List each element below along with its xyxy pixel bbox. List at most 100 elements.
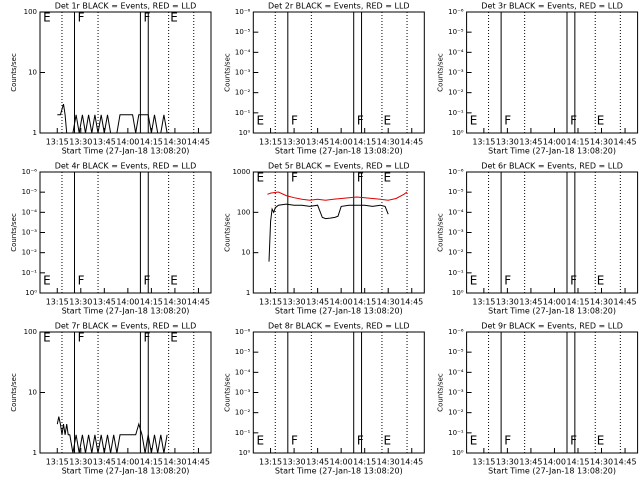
y-tick-label: 10⁻⁴ bbox=[448, 48, 464, 56]
y-tick-label: 10⁻⁵ bbox=[448, 28, 464, 36]
x-tick-label: 13:15 bbox=[46, 458, 69, 467]
x-tick-label: 13:30 bbox=[69, 298, 92, 307]
x-tick-label: 13:30 bbox=[283, 458, 306, 467]
x-axis-label: Start Time (27-Jan-18 13:08:20) bbox=[62, 467, 190, 476]
y-tick-label: 10⁰ bbox=[452, 289, 464, 297]
x-tick-label: 13:15 bbox=[46, 298, 69, 307]
x-tick-label: 14:00 bbox=[330, 138, 353, 147]
x-tick-label: 13:15 bbox=[259, 458, 282, 467]
event-annotation: E bbox=[256, 114, 264, 128]
x-tick-label: 13:15 bbox=[472, 458, 495, 467]
x-tick-label: 14:15 bbox=[353, 298, 376, 307]
event-annotation: F bbox=[291, 171, 298, 185]
y-axis-label: Counts/sec bbox=[437, 373, 445, 412]
y-tick-label: 10⁻⁶ bbox=[235, 328, 251, 336]
event-annotation: E bbox=[170, 331, 178, 345]
event-annotation: E bbox=[256, 171, 264, 185]
y-tick-label: 100 bbox=[24, 328, 37, 336]
event-annotation: F bbox=[570, 274, 577, 288]
plot-frame bbox=[39, 331, 212, 454]
x-tick-label: 13:45 bbox=[93, 138, 116, 147]
x-tick-label: 13:30 bbox=[496, 458, 519, 467]
x-tick-label: 14:30 bbox=[590, 458, 613, 467]
y-tick-label: 10⁻¹ bbox=[235, 429, 251, 437]
event-annotation: E bbox=[597, 274, 605, 288]
x-tick-label: 13:45 bbox=[306, 138, 329, 147]
y-axis-label: Counts/sec bbox=[223, 373, 231, 412]
y-tick-label: 10⁻⁴ bbox=[448, 368, 464, 376]
y-tick-label: 1 bbox=[246, 289, 250, 297]
x-tick-label: 13:30 bbox=[283, 138, 306, 147]
data-line bbox=[57, 103, 168, 134]
x-tick-label: 14:15 bbox=[140, 458, 163, 467]
y-tick-label: 10⁻¹ bbox=[235, 109, 251, 117]
plot-frame bbox=[39, 11, 212, 134]
x-tick-label: 14:00 bbox=[116, 298, 139, 307]
event-annotation: F bbox=[144, 274, 151, 288]
event-annotation: E bbox=[170, 274, 178, 288]
event-annotation: E bbox=[256, 434, 264, 448]
event-annotation: F bbox=[291, 434, 298, 448]
x-tick-label: 13:45 bbox=[306, 298, 329, 307]
x-axis-label: Start Time (27-Jan-18 13:08:20) bbox=[488, 467, 616, 476]
x-tick-label: 14:45 bbox=[187, 458, 210, 467]
plot-frame bbox=[466, 11, 639, 134]
y-tick-label: 10⁻¹ bbox=[448, 269, 464, 277]
event-annotation: E bbox=[470, 434, 478, 448]
y-tick-label: 10⁻² bbox=[448, 249, 464, 257]
event-annotation: E bbox=[597, 114, 605, 128]
x-tick-label: 14:15 bbox=[353, 458, 376, 467]
chart-title: Det 9r BLACK = Events, RED = LLD bbox=[481, 322, 623, 331]
x-tick-label: 13:30 bbox=[496, 138, 519, 147]
x-tick-label: 14:30 bbox=[163, 138, 186, 147]
x-tick-label: 13:45 bbox=[93, 298, 116, 307]
x-tick-label: 14:30 bbox=[163, 298, 186, 307]
y-tick-label: 10⁻² bbox=[22, 249, 38, 257]
x-tick-label: 14:45 bbox=[400, 138, 423, 147]
x-tick-label: 14:15 bbox=[566, 138, 589, 147]
data-line bbox=[267, 191, 408, 201]
y-tick-label: 10⁻⁶ bbox=[448, 168, 464, 176]
x-tick-label: 14:00 bbox=[543, 298, 566, 307]
y-tick-label: 10⁻⁶ bbox=[448, 8, 464, 16]
y-tick-label: 10 bbox=[28, 389, 37, 397]
plot-frame bbox=[466, 171, 639, 294]
chart-title: Det 5r BLACK = Events, RED = LLD bbox=[268, 162, 410, 171]
x-tick-label: 13:30 bbox=[69, 138, 92, 147]
event-annotation: F bbox=[291, 114, 298, 128]
x-tick-label: 14:30 bbox=[377, 138, 400, 147]
x-tick-label: 14:00 bbox=[330, 298, 353, 307]
y-tick-label: 10⁰ bbox=[25, 289, 37, 297]
y-axis-label: Counts/sec bbox=[10, 373, 18, 412]
y-tick-label: 10⁻⁵ bbox=[448, 348, 464, 356]
y-tick-label: 1000 bbox=[232, 168, 250, 176]
y-tick-label: 10⁻⁵ bbox=[235, 28, 251, 36]
x-tick-label: 13:30 bbox=[283, 298, 306, 307]
x-tick-label: 14:00 bbox=[543, 138, 566, 147]
event-annotation: E bbox=[470, 274, 478, 288]
plot-frame bbox=[252, 331, 425, 454]
x-tick-label: 14:00 bbox=[116, 458, 139, 467]
x-tick-label: 14:30 bbox=[590, 298, 613, 307]
event-annotation: E bbox=[43, 331, 51, 345]
y-axis-label: Counts/sec bbox=[437, 213, 445, 252]
x-tick-label: 13:15 bbox=[472, 298, 495, 307]
x-tick-label: 14:30 bbox=[377, 298, 400, 307]
x-tick-label: 13:15 bbox=[46, 138, 69, 147]
y-tick-label: 100 bbox=[237, 208, 250, 216]
event-annotation: E bbox=[384, 171, 392, 185]
y-axis-label: Counts/sec bbox=[10, 213, 18, 252]
x-tick-label: 14:45 bbox=[187, 138, 210, 147]
event-annotation: E bbox=[43, 11, 51, 25]
y-tick-label: 10⁻⁴ bbox=[235, 368, 251, 376]
x-axis-label: Start Time (27-Jan-18 13:08:20) bbox=[62, 147, 190, 156]
x-tick-label: 14:15 bbox=[566, 458, 589, 467]
y-axis-label: Counts/sec bbox=[223, 213, 231, 252]
event-annotation: F bbox=[144, 11, 151, 25]
event-annotation: F bbox=[78, 274, 85, 288]
event-annotation: F bbox=[570, 114, 577, 128]
y-tick-label: 10⁻¹ bbox=[448, 429, 464, 437]
x-tick-label: 13:15 bbox=[259, 298, 282, 307]
x-tick-label: 14:45 bbox=[614, 458, 637, 467]
plot-frame bbox=[466, 331, 639, 454]
